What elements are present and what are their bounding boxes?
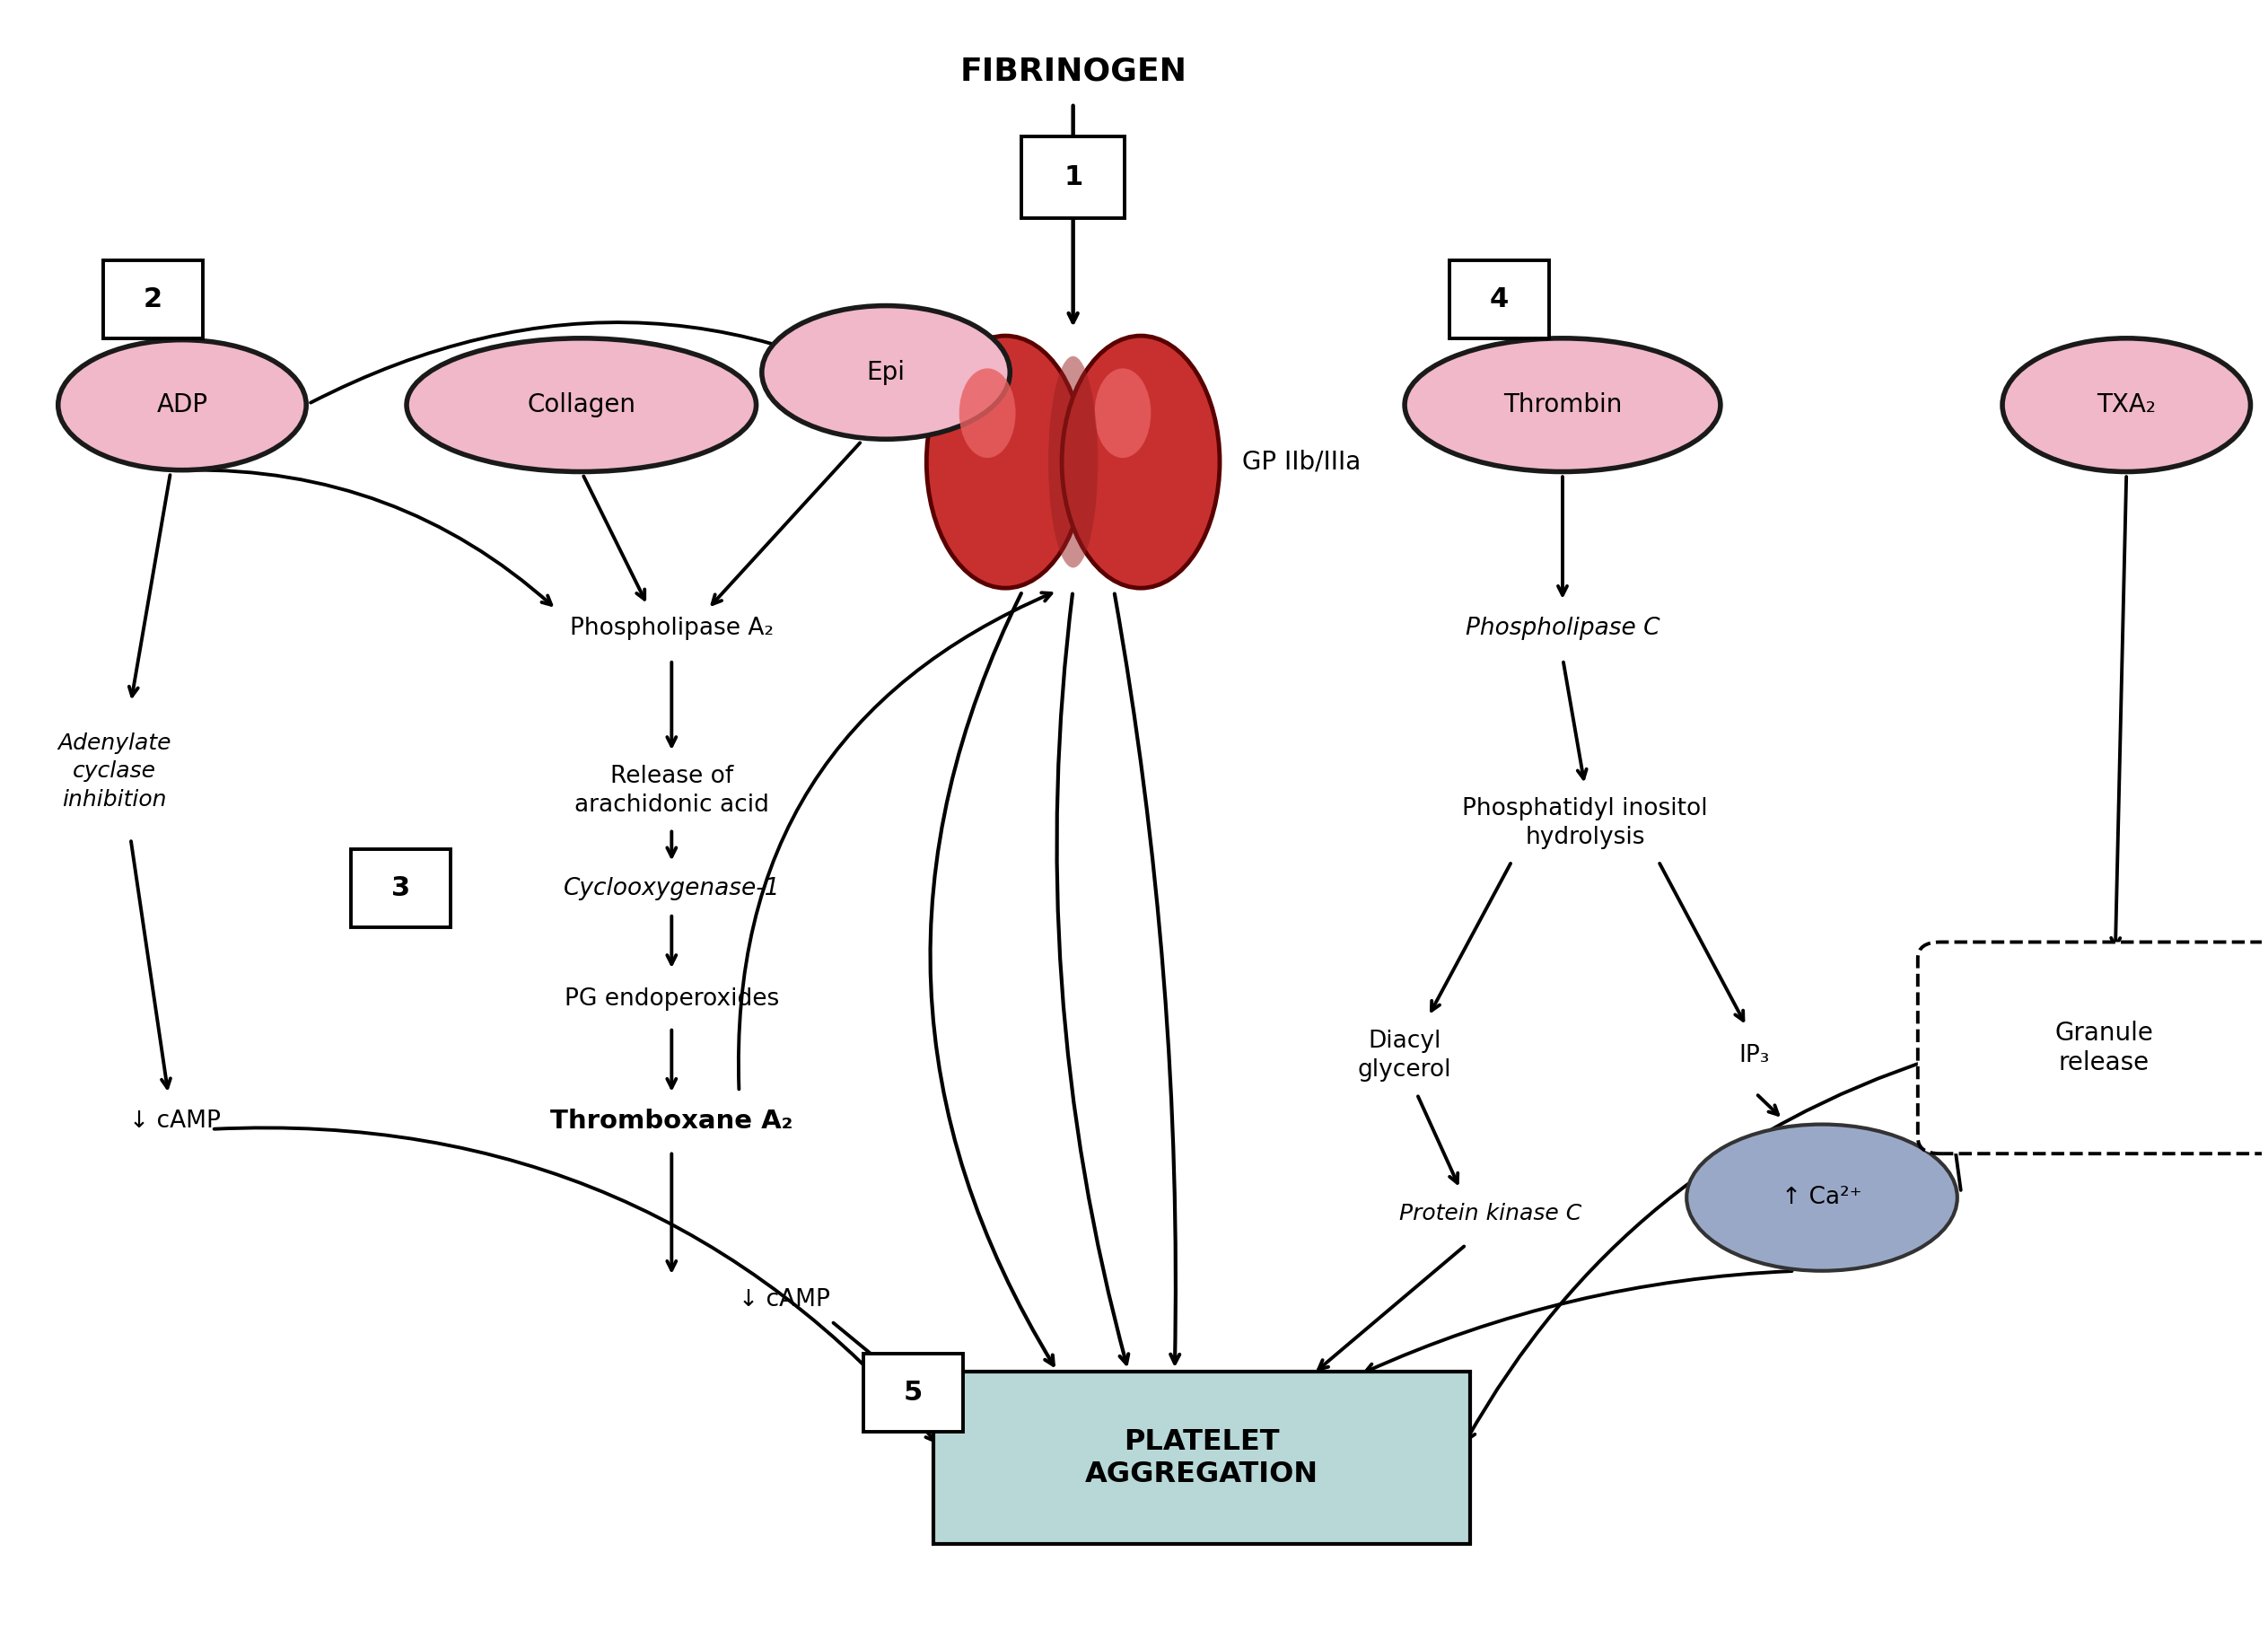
Text: Collagen: Collagen <box>526 392 635 418</box>
Ellipse shape <box>943 366 1059 559</box>
Text: Phosphatidyl inositol
hydrolysis: Phosphatidyl inositol hydrolysis <box>1463 797 1708 850</box>
Text: Phospholipase C: Phospholipase C <box>1465 617 1660 640</box>
Ellipse shape <box>59 339 306 471</box>
Ellipse shape <box>762 305 1009 440</box>
Text: 5: 5 <box>903 1379 923 1405</box>
Text: ↓ cAMP: ↓ cAMP <box>739 1289 830 1312</box>
Text: Release of
arachidonic acid: Release of arachidonic acid <box>574 764 769 817</box>
Ellipse shape <box>1095 369 1150 458</box>
Text: Epi: Epi <box>866 359 905 385</box>
Text: Thrombin: Thrombin <box>1504 392 1622 418</box>
Text: Protein kinase C: Protein kinase C <box>1399 1204 1581 1225</box>
Ellipse shape <box>1048 356 1098 567</box>
FancyBboxPatch shape <box>932 1371 1470 1545</box>
Text: PG endoperoxides: PG endoperoxides <box>565 987 778 1010</box>
FancyBboxPatch shape <box>352 850 451 927</box>
Text: TXA₂: TXA₂ <box>2098 392 2157 418</box>
Text: PLATELET
AGGREGATION: PLATELET AGGREGATION <box>1084 1428 1318 1487</box>
Text: ↑ Ca²⁺: ↑ Ca²⁺ <box>1783 1186 1862 1209</box>
FancyBboxPatch shape <box>864 1355 962 1432</box>
Ellipse shape <box>2003 338 2250 472</box>
Ellipse shape <box>959 369 1016 458</box>
Ellipse shape <box>948 372 1055 551</box>
Text: Phospholipase A₂: Phospholipase A₂ <box>569 617 773 640</box>
Ellipse shape <box>939 358 1061 566</box>
Ellipse shape <box>934 351 1066 572</box>
Text: Diacyl
glycerol: Diacyl glycerol <box>1359 1030 1452 1082</box>
Ellipse shape <box>1061 336 1220 589</box>
Text: 2: 2 <box>143 285 163 312</box>
Ellipse shape <box>406 338 755 472</box>
FancyBboxPatch shape <box>104 261 202 338</box>
Text: ADP: ADP <box>156 392 209 418</box>
Text: Cyclooxygenase-1: Cyclooxygenase-1 <box>562 877 780 900</box>
FancyBboxPatch shape <box>1021 136 1125 218</box>
Text: FIBRINOGEN: FIBRINOGEN <box>959 56 1186 87</box>
Text: IP₃: IP₃ <box>1740 1045 1769 1068</box>
Text: Granule
release: Granule release <box>2055 1020 2152 1074</box>
Ellipse shape <box>957 387 1046 538</box>
Text: GP IIb/IIIa: GP IIb/IIIa <box>1243 449 1361 474</box>
Text: 1: 1 <box>1064 164 1082 190</box>
Ellipse shape <box>953 379 1050 544</box>
FancyBboxPatch shape <box>1919 941 2268 1153</box>
Text: ↓ cAMP: ↓ cAMP <box>129 1109 220 1133</box>
Ellipse shape <box>1687 1125 1957 1271</box>
Ellipse shape <box>1404 338 1721 472</box>
Text: 3: 3 <box>392 876 411 902</box>
Ellipse shape <box>930 344 1070 581</box>
FancyBboxPatch shape <box>1449 261 1549 338</box>
Text: 4: 4 <box>1490 285 1508 312</box>
Ellipse shape <box>928 336 1084 589</box>
Text: Adenylate
cyclase
inhibition: Adenylate cyclase inhibition <box>57 731 172 810</box>
Text: Thromboxane A₂: Thromboxane A₂ <box>551 1109 794 1133</box>
